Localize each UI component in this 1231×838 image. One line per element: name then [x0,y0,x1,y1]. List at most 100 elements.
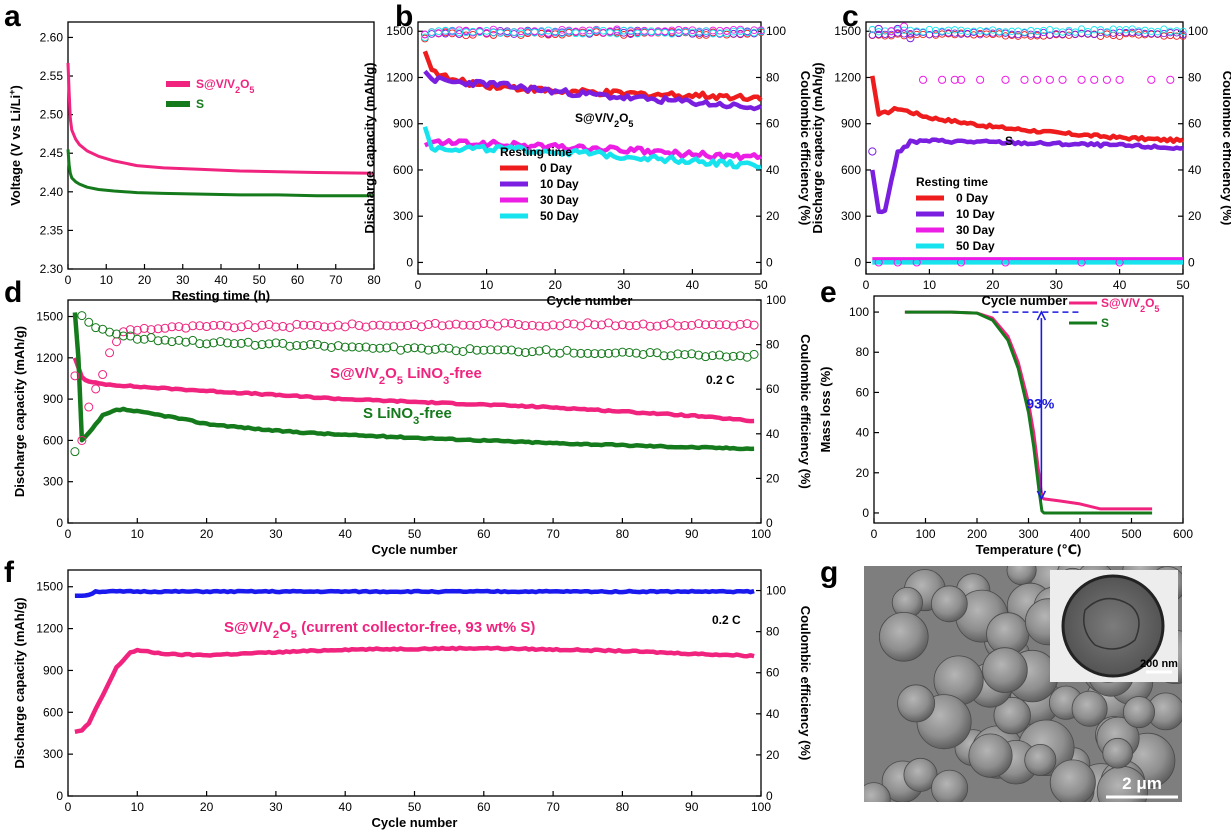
ce-point [229,339,239,349]
ce-point [613,29,621,38]
y2-tick-label: 80 [1188,70,1202,84]
y-tick-label: 900 [43,392,63,406]
ce-point [118,331,128,341]
ce-point [1001,258,1010,267]
plot-frame [67,569,762,797]
ce-point [976,31,984,39]
ce-point [421,30,429,39]
sem-particle [993,696,1031,735]
sem-particle [897,684,936,723]
legend-label: 30 Day [956,223,995,237]
ce-point [382,321,392,331]
ce-point [645,348,655,358]
ce-point [610,348,620,358]
ce-point [479,319,489,329]
sem-particle [982,647,1028,693]
ce-point [687,349,697,359]
sem-image-panel: 200 nm 2 μm g [820,556,1182,802]
ce-point [77,311,87,321]
ce-point [112,329,122,339]
panel-label-d: d [4,276,22,309]
ce-point [222,338,232,348]
ce-point [749,320,759,330]
plot-frame [67,299,762,524]
arrow-head-up [1036,310,1047,321]
x-tick-label: 30 [1050,278,1064,292]
ce-point [701,320,711,330]
x-tick-label: 0 [65,527,72,541]
x-tick-label: 10 [923,278,937,292]
x-tick-label: 30 [617,278,631,292]
ce-point [479,345,489,355]
sem-particle [1071,690,1108,727]
ce-point [735,351,745,361]
y-axis-label: Discharge capacity (mAh/g) [810,62,825,233]
ce-point [160,323,170,333]
ce-point [749,349,759,359]
ce-point [410,343,419,353]
y2-tick-label: 100 [766,584,786,598]
ce-point [631,348,641,358]
ce-point [319,322,329,332]
ce-point [257,320,267,330]
ce-point [957,75,966,84]
y-tick-label: 80 [856,345,870,359]
ce-point [576,348,586,358]
y-tick-label: 1200 [834,70,861,84]
legend-label: S [1101,316,1109,330]
ce-point [70,371,80,381]
y2-tick-label: 60 [766,117,780,131]
ce-point [569,348,579,358]
ce-point [444,320,454,330]
sem-particle [878,611,929,662]
y2-tick-label: 60 [766,666,780,680]
ce-point [507,345,517,355]
ce-point [382,343,392,353]
ce-point [687,320,697,330]
ce-point [659,351,669,361]
y-tick-label: 900 [43,663,63,677]
sem-particle [1102,737,1133,769]
arrow-head-down [1036,490,1047,501]
ce-point [728,321,738,331]
ce-point [513,319,523,329]
ce-point [465,344,475,354]
ce-point [565,27,573,36]
x-tick-label: 60 [477,527,491,541]
y-tick-label: 20 [856,466,870,480]
ce-point [486,345,496,355]
y2-tick-label: 20 [766,748,780,762]
ce-point [430,344,440,354]
ce-point [354,321,364,331]
ce-point [517,29,525,38]
ce-point [202,339,212,349]
ce-point [1166,75,1175,84]
ce-point [153,324,163,334]
y-tick-label: 600 [841,163,861,177]
ce-point [1001,75,1010,84]
ce-point [347,342,357,352]
ce-point [174,335,184,345]
x-tick-label: 80 [367,273,381,287]
sem-particle [931,769,969,802]
legend-label: S [196,97,204,111]
ce-point [707,351,717,361]
ce-point [132,334,142,344]
ce-point [209,320,219,330]
ce-point [659,320,669,330]
ce-point [139,323,149,333]
series-line-10-day [423,69,763,112]
y-tick-label: 2.45 [40,146,64,160]
x-tick-label: 0 [863,278,870,292]
y2-tick-label: 0 [766,255,773,269]
ce-point [937,75,947,84]
series-line-s-v-v2o5 [74,645,755,735]
ce-point [299,320,309,330]
y-tick-label: 300 [841,209,861,223]
series-line-s-v-v2o5-lino3-free [72,357,755,424]
sem-particle [968,733,1013,778]
ce-point [292,319,302,329]
panel-label-e: e [820,276,837,309]
ce-point [666,351,676,361]
ce-point [1115,75,1124,84]
